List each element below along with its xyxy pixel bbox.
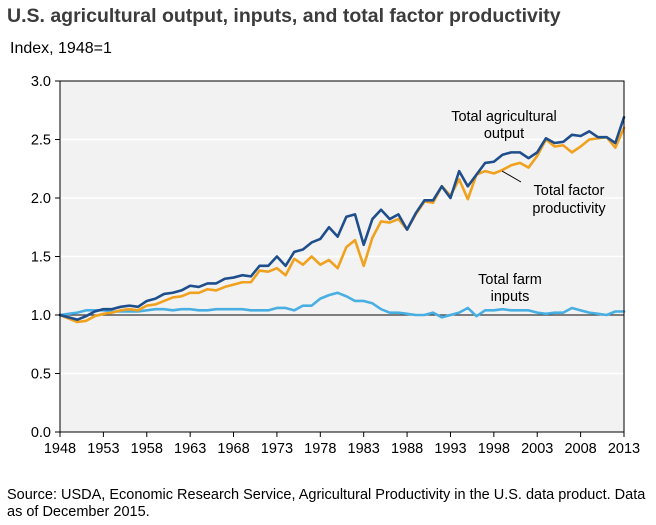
annotation-tfp-line1: Total factor (534, 183, 605, 199)
annotation-tfp-leader (501, 170, 522, 183)
x-tick-label-3: 1963 (174, 441, 206, 457)
x-tick-label-1: 1953 (87, 441, 119, 457)
x-tick-label-0: 1948 (44, 441, 76, 457)
chart-title: U.S. agricultural output, inputs, and to… (7, 5, 561, 27)
series-line-inputs (58, 291, 626, 319)
x-tick-label-8: 1988 (391, 441, 423, 457)
series-layer (58, 115, 626, 324)
x-tick-label-6: 1978 (304, 441, 336, 457)
x-tick-label-10: 1998 (478, 441, 510, 457)
x-tick-label-7: 1983 (348, 441, 380, 457)
series-line-output (58, 115, 626, 321)
annotation-inputs-line2: inputs (491, 289, 530, 305)
y-tick-label-3: 1.5 (31, 250, 51, 266)
annotation-inputs-line1: Total farm (478, 272, 542, 288)
x-tick-label-2: 1958 (131, 441, 163, 457)
y-axis-unit-label: Index, 1948=1 (10, 40, 112, 57)
axes: 0.0 0.5 1.0 1.5 2.0 2.5 3.0 1948 1953 1958 1963 196… (31, 74, 640, 457)
x-tick-label-12: 2008 (564, 441, 596, 457)
x-tick-label-5: 1973 (261, 441, 293, 457)
annotation-output-line2: output (484, 126, 524, 142)
y-tick-label-2: 1.0 (31, 308, 51, 324)
y-tick-label-6: 3.0 (31, 74, 51, 90)
series-line-tfp (58, 126, 626, 324)
y-tick-label-4: 2.0 (31, 191, 51, 207)
y-tick-label-1: 0.5 (31, 367, 51, 383)
x-tick-label-11: 2003 (521, 441, 553, 457)
y-tick-label-5: 2.5 (31, 133, 51, 149)
x-tick-label-13: 2013 (608, 441, 640, 457)
annotation-output-line1: Total agricultural (451, 109, 557, 125)
y-tick-label-0: 0.0 (31, 425, 51, 441)
source-note: Source: USDA, Economic Research Service,… (7, 487, 646, 520)
x-tick-label-9: 1993 (434, 441, 466, 457)
annotations: Total agricultural output Total factor p… (451, 109, 606, 305)
annotation-tfp-line2: productivity (532, 201, 606, 217)
x-tick-label-4: 1968 (217, 441, 249, 457)
